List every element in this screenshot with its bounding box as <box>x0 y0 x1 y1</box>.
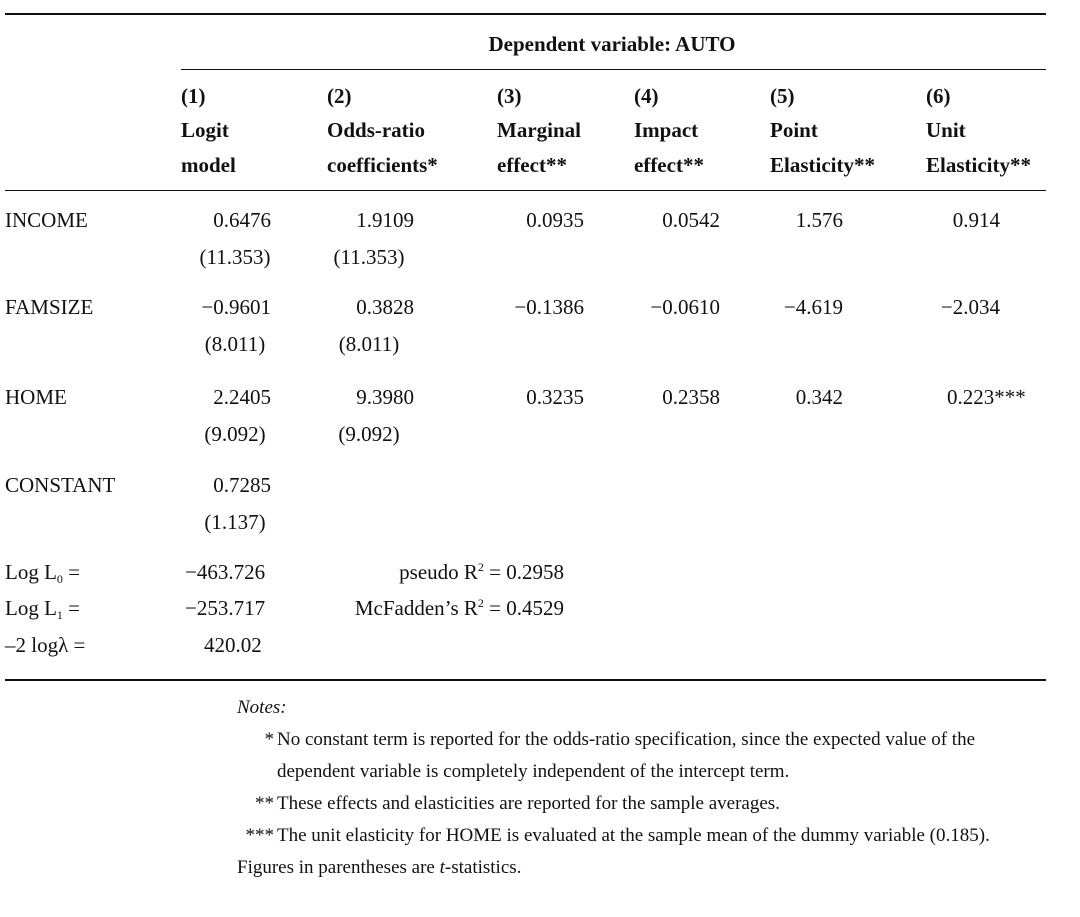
column-number: (4) <box>634 84 659 108</box>
t-stat: (1.137) <box>204 510 266 534</box>
notes: Notes: * No constant term is reported for… <box>237 692 1049 884</box>
fit-stat: McFadden’s R2 = 0.4529 <box>355 596 564 620</box>
cell-value: 1.576 <box>795 208 843 232</box>
text-part: 2 <box>477 560 484 574</box>
note-marker: * <box>264 729 275 750</box>
text-part: –2 logλ = <box>5 633 86 657</box>
column-heading: Impact <box>634 118 699 142</box>
text-part: McFadden’s R <box>354 596 478 620</box>
cell-value: 0.914 <box>952 208 1000 232</box>
t-stat: (9.092) <box>338 422 400 446</box>
top-rule <box>5 13 1046 15</box>
notes-footer: Figures in parentheses are t-statistics. <box>237 852 1049 884</box>
column-heading: Marginal <box>497 118 581 142</box>
column-heading: effect** <box>634 153 704 177</box>
stat-label: Log L1 = <box>5 596 80 622</box>
text-part: 0 <box>56 572 63 586</box>
text-part: Log L <box>5 596 57 620</box>
note-marker: ** <box>255 793 274 814</box>
cell-value: 0.0542 <box>662 208 720 232</box>
cell-value: 0.3828 <box>356 295 414 319</box>
cell-value: 0.3235 <box>526 385 584 409</box>
text-part: = 0.4529 <box>483 596 564 620</box>
row-label: FAMSIZE <box>5 295 94 319</box>
text-part: = 0.2958 <box>483 560 564 584</box>
column-heading: Elasticity** <box>926 153 1031 177</box>
spanner-rule <box>181 69 1046 70</box>
note-text: These effects and elasticities are repor… <box>277 793 780 814</box>
column-number: (3) <box>497 84 522 108</box>
column-heading: Unit <box>926 118 966 142</box>
t-stat: (11.353) <box>333 245 405 269</box>
cell-value: −4.619 <box>783 295 843 319</box>
cell-value: −2.034 <box>940 295 1000 319</box>
cell-value: 0.7285 <box>213 473 271 497</box>
header-rule <box>5 190 1046 191</box>
stat-value: −463.726 <box>185 560 266 584</box>
column-heading: Odds-ratio <box>327 118 426 142</box>
notes-heading: Notes: <box>237 697 287 718</box>
note-marker: *** <box>245 825 275 846</box>
cell-value: −0.0610 <box>650 295 720 319</box>
spanner: Dependent variable: AUTO <box>488 32 736 56</box>
text-part: = <box>62 560 80 584</box>
cell-value: −0.1386 <box>514 295 584 319</box>
column-heading: Point <box>770 118 818 142</box>
column-number: (1) <box>181 84 206 108</box>
cell-value: 9.3980 <box>356 385 414 409</box>
cell-value: −0.9601 <box>201 295 271 319</box>
column-heading: Logit <box>181 118 229 142</box>
fit-stat: pseudo R2 = 0.2958 <box>399 560 564 584</box>
stat-label: Log L0 = <box>5 560 80 586</box>
note: ** These effects and elasticities are rep… <box>237 788 1049 820</box>
stat-label: –2 logλ = <box>5 633 85 657</box>
row-label: INCOME <box>5 208 88 232</box>
column-heading: coefficients* <box>327 153 438 177</box>
row-label: HOME <box>5 385 67 409</box>
note: *** The unit elasticity for HOME is evalu… <box>237 820 1049 852</box>
note: * No constant term is reported for the od… <box>237 724 1049 788</box>
bottom-rule <box>5 679 1046 681</box>
note-text: The unit elasticity for HOME is evaluate… <box>277 825 990 846</box>
t-stat: (8.011) <box>338 332 400 356</box>
t-stat: (11.353) <box>199 245 271 269</box>
column-heading: effect** <box>497 153 567 177</box>
cell-value: 0.6476 <box>213 208 271 232</box>
cell-value: 0.2358 <box>662 385 720 409</box>
cell-value: 0.223*** <box>947 385 1026 409</box>
t-stat: (9.092) <box>204 422 266 446</box>
cell-value: 0.0935 <box>526 208 584 232</box>
text-part: = <box>62 596 80 620</box>
footer-text: -statistics. <box>444 857 522 878</box>
note-list: * No constant term is reported for the od… <box>237 724 1049 852</box>
cell-value: 1.9109 <box>356 208 414 232</box>
text-part: pseudo R <box>399 560 478 584</box>
row-label: CONSTANT <box>5 473 116 497</box>
column-number: (2) <box>327 84 352 108</box>
footer-text: Figures in parentheses are <box>237 857 440 878</box>
column-number: (5) <box>770 84 795 108</box>
cell-value: 0.342 <box>795 385 843 409</box>
cell-value: 2.2405 <box>213 385 271 409</box>
t-stat: (8.011) <box>204 332 266 356</box>
note-text: No constant term is reported for the odd… <box>277 729 975 782</box>
column-heading: Elasticity** <box>770 153 875 177</box>
column-heading: model <box>181 153 236 177</box>
text-part: Log L <box>5 560 57 584</box>
stat-value: −253.717 <box>185 596 266 620</box>
footer-em: t <box>439 857 445 878</box>
text-part: 2 <box>477 596 484 610</box>
column-number: (6) <box>926 84 951 108</box>
text-part: 1 <box>56 608 63 622</box>
stat-value: 420.02 <box>204 633 262 657</box>
